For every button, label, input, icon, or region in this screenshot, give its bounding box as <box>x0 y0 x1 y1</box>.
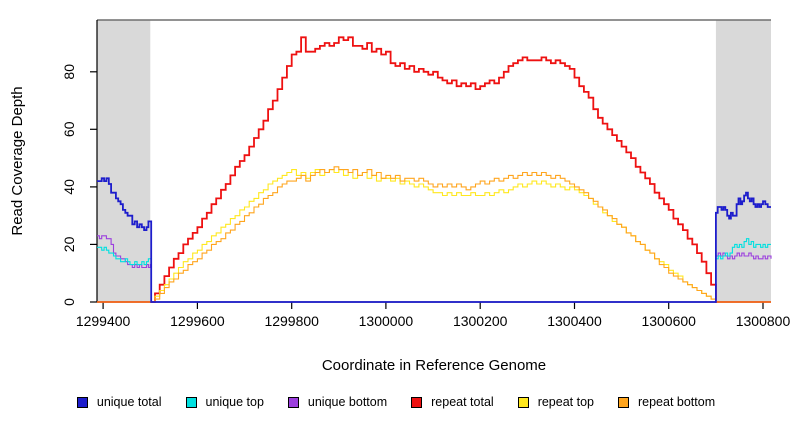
x-tick-label: 1300400 <box>547 313 602 329</box>
legend-label-repeat-total: repeat total <box>431 395 494 409</box>
legend-item-unique-total: unique total <box>76 395 162 409</box>
legend-swatch-repeat-total <box>411 396 423 408</box>
legend: unique total unique top unique bottom repea… <box>0 395 792 409</box>
legend-item-unique-bottom: unique bottom <box>287 395 388 409</box>
series-line-unique-bottom <box>97 235 772 303</box>
y-axis-title: Read Coverage Depth <box>9 86 26 235</box>
series-line-unique-total <box>97 177 771 303</box>
legend-item-repeat-bottom: repeat bottom <box>617 395 716 409</box>
legend-item-unique-top: unique top <box>185 395 264 409</box>
legend-swatch-repeat-top <box>517 396 529 408</box>
y-tick-label: 40 <box>61 179 77 195</box>
series-line-repeat-total <box>97 36 771 303</box>
legend-item-repeat-total: repeat total <box>411 395 494 409</box>
legend-label-unique-top: unique top <box>205 395 264 409</box>
y-tick-label: 80 <box>61 64 77 80</box>
legend-label-unique-total: unique total <box>96 395 162 409</box>
x-tick-label: 1299800 <box>264 313 319 329</box>
shaded-unique-region <box>715 20 771 302</box>
series-line-repeat-top <box>97 169 771 303</box>
x-tick-label: 1300200 <box>453 313 508 329</box>
y-tick-label: 0 <box>61 298 77 306</box>
x-tick-label: 1300800 <box>736 313 791 329</box>
legend-swatch-unique-top <box>185 396 197 408</box>
x-axis-title: Coordinate in Reference Genome <box>322 357 546 374</box>
x-tick-label: 1299400 <box>76 313 131 329</box>
shaded-unique-region <box>97 20 151 302</box>
legend-swatch-repeat-bottom <box>617 396 629 408</box>
legend-label-repeat-bottom: repeat bottom <box>637 395 716 409</box>
x-tick-label: 1300000 <box>359 313 414 329</box>
x-tick-label: 1300600 <box>641 313 696 329</box>
y-tick-label: 60 <box>61 121 77 137</box>
legend-item-repeat-top: repeat top <box>517 395 594 409</box>
legend-label-repeat-top: repeat top <box>537 395 594 409</box>
legend-label-unique-bottom: unique bottom <box>307 395 388 409</box>
y-tick-label: 20 <box>61 236 77 252</box>
x-tick-label: 1299600 <box>170 313 225 329</box>
series-line-repeat-bottom <box>97 166 771 303</box>
legend-swatch-unique-total <box>76 396 88 408</box>
legend-swatch-unique-bottom <box>287 396 299 408</box>
